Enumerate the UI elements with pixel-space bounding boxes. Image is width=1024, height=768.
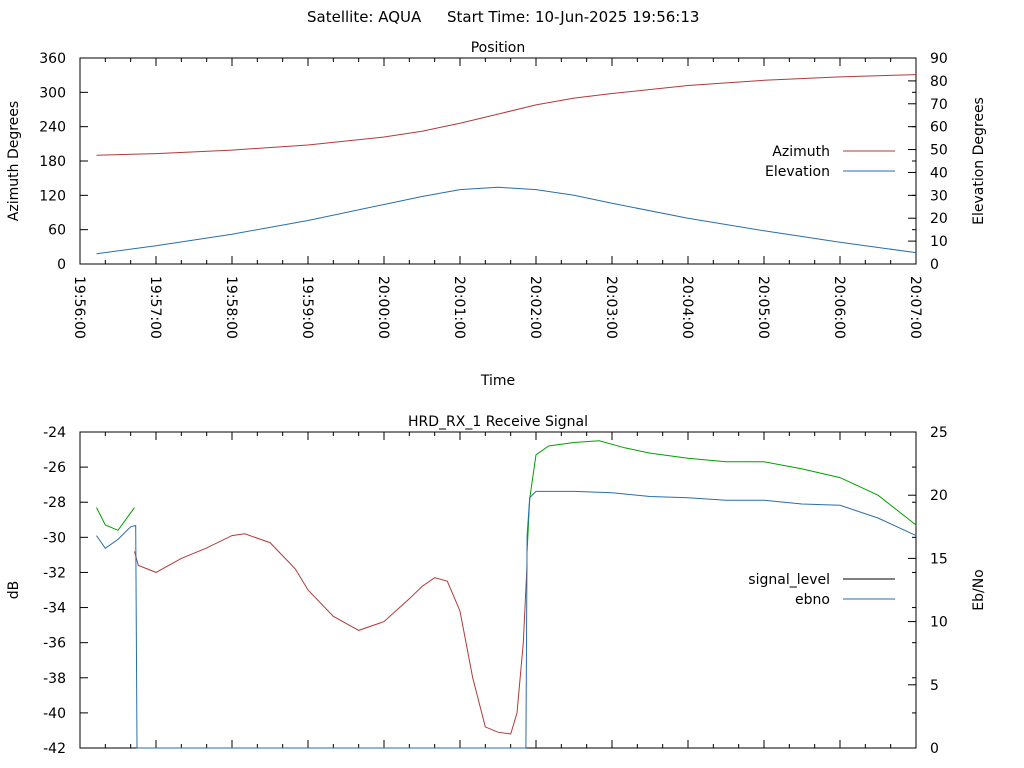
y2-tick-label: 90 xyxy=(930,51,948,67)
y2-tick-label: 25 xyxy=(930,425,948,441)
start-time-label: Start Time: 10-Jun-2025 19:56:13 xyxy=(447,8,699,26)
series-line-signal-level-lock- xyxy=(96,507,135,531)
y-tick-label: -30 xyxy=(43,530,66,546)
position-chart: Position 0 60 120 180 240 300 360 0 10 20 30 40 50 60 7… xyxy=(6,40,987,389)
chart-title: HRD_RX_1 Receive Signal xyxy=(408,414,588,430)
x-tick-label: 20:07:00 xyxy=(907,276,923,339)
series-line-azimuth xyxy=(96,74,917,156)
legend-label: Elevation xyxy=(765,164,830,180)
y-tick-label: -24 xyxy=(43,425,66,441)
y2-tick-label: 70 xyxy=(930,97,948,113)
x-tick-label: 19:58:00 xyxy=(223,276,239,339)
y-tick-label: 180 xyxy=(39,154,66,170)
y-tick-label: -26 xyxy=(43,460,66,476)
y-tick-label: 60 xyxy=(48,223,66,239)
y-tick-label: -36 xyxy=(43,636,66,652)
y2-tick-label: 0 xyxy=(930,741,939,757)
x-tick-label: 20:05:00 xyxy=(755,276,771,339)
y2-tick-label: 80 xyxy=(930,74,948,90)
y2-tick-label: 20 xyxy=(930,488,948,504)
y-tick-label: 0 xyxy=(57,257,66,273)
y2-tick-label: 60 xyxy=(930,120,948,136)
y-tick-label: 240 xyxy=(39,120,66,136)
series-line-signal-level xyxy=(134,533,528,735)
y2-tick-label: 30 xyxy=(930,188,948,204)
y2-tick-label: 10 xyxy=(930,615,948,631)
legend-label: ebno xyxy=(795,592,830,608)
y-axis-label: Azimuth Degrees xyxy=(6,101,22,221)
x-tick-label: 19:56:00 xyxy=(71,276,87,339)
x-tick-label: 20:01:00 xyxy=(451,276,467,339)
header: Satellite: AQUA Start Time: 10-Jun-2025 … xyxy=(307,8,699,26)
y2-tick-label: 5 xyxy=(930,678,939,694)
x-tick-label: 20:03:00 xyxy=(603,276,619,339)
y2-tick-label: 50 xyxy=(930,143,948,159)
legend-label: Azimuth xyxy=(772,144,830,160)
y-tick-label: -42 xyxy=(43,741,66,757)
series-line-signal-level-lock- xyxy=(526,440,917,552)
x-tick-label: 19:59:00 xyxy=(299,276,315,339)
chart-title: Position xyxy=(471,40,526,56)
x-tick-label: 19:57:00 xyxy=(147,276,163,339)
y2-tick-label: 40 xyxy=(930,165,948,181)
y-tick-label: -40 xyxy=(43,706,66,722)
y2-tick-label: 15 xyxy=(930,551,948,567)
x-tick-label: 20:04:00 xyxy=(679,276,695,339)
y-tick-label: 120 xyxy=(39,188,66,204)
y2-tick-label: 0 xyxy=(930,257,939,273)
y2-tick-label: 10 xyxy=(930,234,948,250)
x-tick-label: 20:02:00 xyxy=(527,276,543,339)
x-tick-label: 20:06:00 xyxy=(831,276,847,339)
y2-tick-label: 20 xyxy=(930,211,948,227)
y2-axis-label: Elevation Degrees xyxy=(971,97,987,225)
series-line-elevation xyxy=(96,186,917,255)
series-line-ebno xyxy=(96,490,917,749)
y-tick-label: -28 xyxy=(43,495,66,511)
y-tick-label: 300 xyxy=(39,85,66,101)
satellite-label: Satellite: AQUA xyxy=(307,8,422,26)
y-tick-label: -32 xyxy=(43,565,66,581)
y-tick-label: -38 xyxy=(43,671,66,687)
legend-label: signal_level xyxy=(748,572,830,588)
plot-frame xyxy=(79,431,917,749)
y-tick-label: 360 xyxy=(39,51,66,67)
y2-axis-label: Eb/No xyxy=(971,569,987,611)
plot-frame xyxy=(79,57,917,265)
y-axis-label: dB xyxy=(6,581,22,600)
x-tick-label: 20:00:00 xyxy=(375,276,391,339)
x-axis-label: Time xyxy=(480,373,515,389)
y-tick-label: -34 xyxy=(43,601,66,617)
signal-chart: HRD_RX_1 Receive Signal -42 -40 -38 -36 -34 -3… xyxy=(6,414,987,757)
